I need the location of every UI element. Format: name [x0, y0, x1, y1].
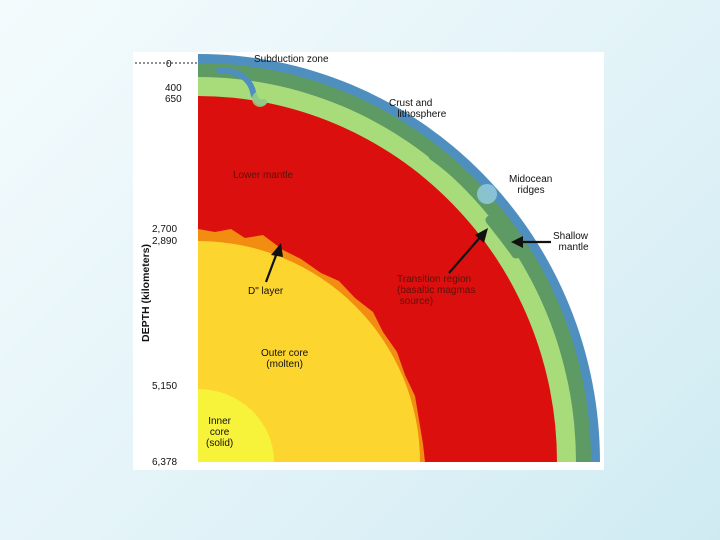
depth-label-2700: 2,700	[152, 224, 178, 235]
earth-cross-section	[133, 52, 604, 470]
label-lower-mantle: Lower mantle	[233, 170, 294, 181]
midocean-ridge-plate-end	[428, 151, 480, 197]
outer-core-layer	[198, 241, 420, 462]
earth-layers	[198, 53, 600, 463]
transition-arrow	[448, 233, 484, 274]
shallow-mantle-arrowhead	[511, 236, 523, 248]
label-transition-region: Transition region (basaltic magmas sourc…	[397, 274, 476, 307]
transition-arrowhead	[475, 228, 488, 243]
label-subduction-zone: Subduction zone	[254, 54, 329, 65]
label-d-layer: D" layer	[248, 286, 284, 297]
depth-label-5150: 5,150	[152, 381, 178, 392]
label-shallow-mantle: Shallow mantle	[553, 231, 589, 253]
label-inner-core: Inner core (solid)	[206, 416, 234, 449]
label-outer-core: Outer core (molten)	[261, 348, 309, 370]
arrows	[264, 228, 551, 283]
shallow-mantle-plate-start	[485, 215, 521, 259]
d-layer-arrowhead	[271, 243, 283, 257]
depth-label-400: 400	[165, 83, 182, 94]
crust-features	[216, 67, 521, 259]
depth-label-6378: 6,378	[152, 457, 178, 468]
midocean-ridge-bulge	[477, 184, 497, 204]
label-midocean-ridges: Midocean ridges	[509, 174, 553, 196]
depth-label-0: 0	[166, 59, 172, 70]
earth-structure-diagram: DEPTH (kilometers) 0 400 650 2,700 2,890…	[133, 52, 604, 470]
depth-label-2890: 2,890	[152, 236, 178, 247]
depth-label-650: 650	[165, 94, 182, 105]
inner-core-layer	[198, 389, 274, 462]
label-crust-lithosphere: Crust and lithosphere	[389, 98, 447, 120]
subduction-glow	[252, 91, 268, 107]
